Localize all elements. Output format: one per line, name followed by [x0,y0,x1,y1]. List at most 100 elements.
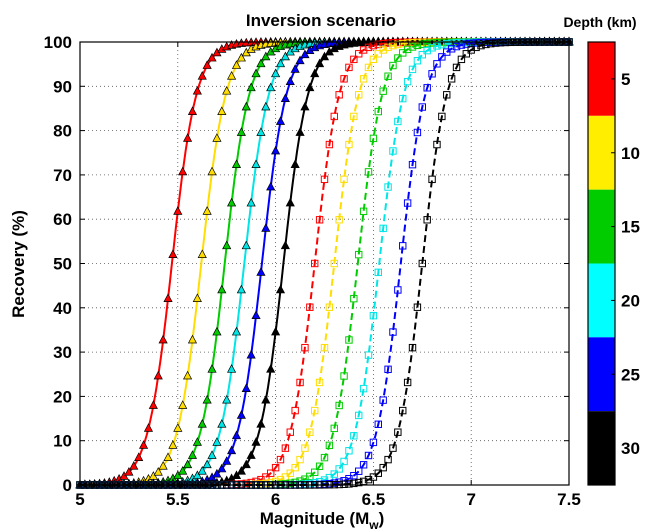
data-point-square [291,463,299,472]
colorbar-tick-label: 10 [621,144,640,163]
data-point-triangle [231,60,242,69]
data-point-square [311,259,319,268]
data-point-square [335,401,343,410]
data-point-triangle [217,419,227,428]
data-point-square [359,461,368,469]
data-point-triangle [173,206,183,215]
data-point-triangle [158,461,168,470]
data-point-triangle [182,459,193,469]
data-point-square [487,39,495,48]
data-point-square [306,428,314,436]
data-point-square [311,468,319,476]
data-point-square [350,479,358,488]
data-point-square [291,406,299,415]
data-point-triangle [246,82,256,92]
data-point-triangle [222,394,232,404]
data-point-triangle [271,326,281,336]
data-point-triangle [295,127,305,136]
data-point-triangle [202,206,212,215]
data-point-square [355,411,363,420]
data-point-triangle [153,370,163,380]
data-point-square [340,175,348,184]
data-point-triangle [246,349,256,359]
data-point-square [320,453,329,462]
data-point-square [335,216,343,224]
data-point-triangle [138,440,149,449]
data-point-square [359,384,368,393]
data-point-triangle [251,159,261,169]
data-point-square [315,378,324,387]
colorbar-tick-label: 25 [621,365,640,384]
y-axis-label: Recovery (%) [9,210,28,318]
data-point-square [379,87,387,95]
data-point-square [340,75,348,83]
data-point-square [423,216,431,224]
data-point-triangle [236,52,246,62]
data-point-square [345,63,353,72]
data-point-square [394,428,402,436]
y-tick-label: 0 [63,476,72,495]
data-point-square [374,420,382,428]
x-axis-label-main: Magnitude (M [260,509,370,528]
data-point-square [306,303,314,311]
data-point-square [345,336,353,344]
data-point-square [403,77,412,86]
data-point-square [296,455,304,464]
data-point-square [359,46,368,54]
data-point-square [452,42,461,51]
data-point-triangle [251,437,261,446]
data-point-square [315,216,324,224]
data-point-square [472,39,480,47]
data-point-square [428,70,436,78]
data-point-triangle [236,284,246,294]
data-point-triangle [192,85,202,95]
data-point-triangle [231,470,242,480]
data-point-triangle [212,133,222,142]
data-point-square [482,40,490,49]
data-point-square [438,112,446,121]
data-point-triangle [143,423,154,432]
data-point-triangle [246,197,256,207]
data-point-square [355,91,363,99]
data-point-square [457,55,466,64]
data-point-triangle [192,293,202,302]
data-point-square [296,378,304,387]
data-point-triangle [227,197,237,207]
data-point-square [389,61,397,70]
x-axis-label-subscript: w [368,518,379,531]
data-point-square [433,140,441,149]
data-point-square [413,303,422,311]
data-point-triangle [182,133,193,142]
data-point-square [462,50,471,58]
data-point-triangle [217,106,227,115]
data-point-square [394,54,402,62]
data-point-triangle [280,51,290,61]
data-point-square [462,40,471,48]
data-point-triangle [197,419,207,428]
data-point-square [374,268,382,277]
data-point-square [399,94,407,103]
data-point-square [340,480,348,488]
data-point-square [403,45,412,54]
data-point-square [350,294,358,303]
data-point-square [403,199,412,207]
data-point-square [452,63,461,72]
data-point-triangle [227,445,237,455]
data-point-triangle [300,101,310,111]
data-point-square [325,303,334,311]
data-point-triangle [222,85,232,95]
data-point-square [306,472,314,481]
y-tick-label: 100 [44,33,72,52]
data-point-triangle [212,468,222,478]
data-point-square [369,438,378,447]
data-point-triangle [290,159,300,169]
data-point-triangle [251,310,261,320]
data-point-square [384,43,392,52]
data-point-square [374,469,382,477]
x-tick-label: 5 [75,490,84,509]
data-point-triangle [266,364,276,373]
colorbar-tick-label: 30 [621,439,640,458]
data-point-triangle [197,70,207,80]
data-point-triangle [275,58,286,68]
